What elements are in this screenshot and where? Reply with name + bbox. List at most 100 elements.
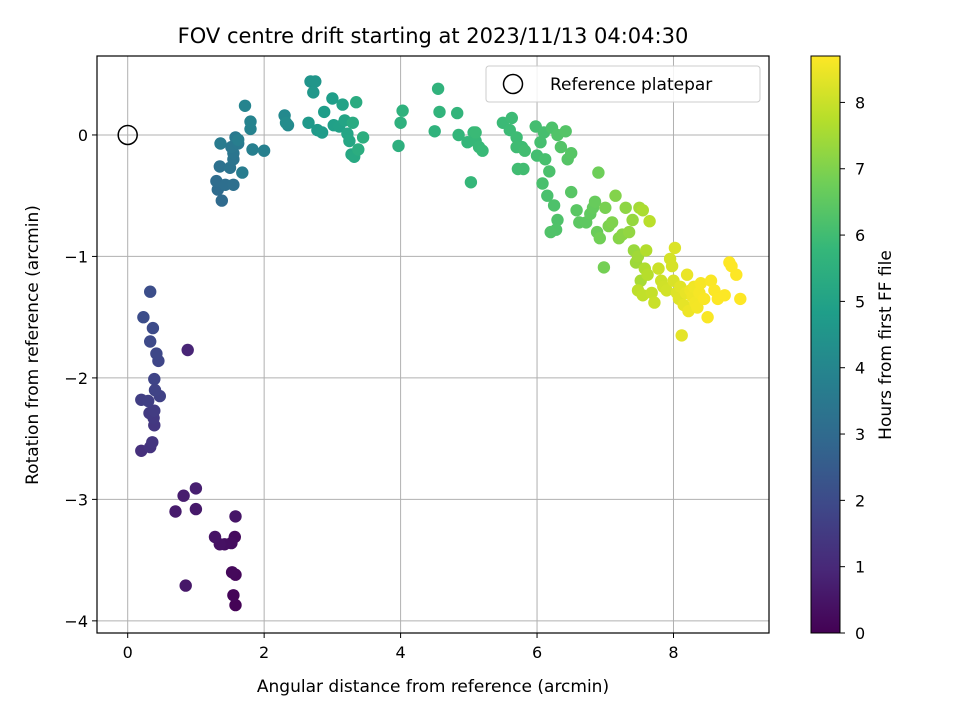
x-tick-label: 6 [532, 643, 542, 662]
data-point [350, 96, 363, 109]
data-point [626, 213, 639, 227]
colorbar-tick-label: 5 [855, 292, 865, 311]
data-point [177, 489, 190, 502]
data-point [433, 105, 446, 119]
data-point [137, 311, 150, 324]
data-point [609, 189, 622, 202]
data-point [225, 566, 239, 579]
data-point [148, 383, 162, 397]
data-point [431, 82, 445, 96]
data-point [469, 126, 482, 139]
colorbar-tick-label: 3 [855, 425, 865, 444]
data-point [146, 436, 159, 449]
data-point [451, 106, 464, 120]
y-tick-label: 0 [78, 126, 88, 145]
y-tick-label: −3 [64, 490, 88, 509]
data-point [704, 274, 718, 287]
data-point [396, 104, 409, 117]
data-point [668, 241, 682, 255]
data-point [694, 277, 707, 290]
data-point [541, 189, 554, 202]
colorbar-tick-label: 6 [855, 226, 865, 245]
data-point [346, 116, 359, 129]
data-point [142, 394, 155, 408]
colorbar-label: Hours from first FF file [876, 250, 896, 440]
y-tick-label: −2 [64, 369, 88, 388]
plot-area: 0 2 4 6 8 0 −1 −2 −3 −4 [64, 55, 770, 662]
data-point [619, 201, 632, 214]
data-point [551, 213, 564, 227]
data-point [660, 284, 673, 297]
data-point [179, 579, 192, 592]
data-point [554, 140, 568, 154]
x-tick-label: 4 [396, 643, 406, 662]
colorbar-tick-label: 8 [855, 93, 865, 112]
legend-box [485, 65, 761, 103]
colorbar-tick-label: 4 [855, 359, 865, 378]
legend-marker-reference [502, 73, 524, 95]
x-axis-label: Angular distance from reference (arcmin) [257, 677, 609, 697]
data-point [597, 261, 611, 274]
data-point [229, 598, 242, 612]
data-point [309, 75, 322, 88]
data-point [246, 143, 259, 156]
data-point [565, 185, 578, 199]
data-point [214, 137, 227, 150]
legend-label-reference: Reference platepar [550, 75, 712, 95]
y-tick-label: −1 [64, 247, 88, 266]
data-point [257, 144, 271, 157]
data-point [643, 215, 656, 228]
data-point [543, 165, 556, 178]
colorbar-tick-label: 2 [855, 491, 865, 510]
data-point [169, 505, 182, 518]
data-point [476, 144, 489, 157]
colorbar-tick-label: 0 [855, 624, 865, 643]
data-point [565, 147, 578, 160]
data-point [302, 116, 315, 129]
y-axis-label: Rotation from reference (arcmin) [23, 205, 43, 485]
data-point [236, 166, 249, 179]
data-point [208, 530, 222, 544]
data-point [641, 268, 654, 281]
data-point [593, 232, 606, 245]
data-point [464, 176, 478, 189]
x-tick-label: 2 [259, 643, 269, 662]
data-point [356, 131, 370, 144]
data-point [213, 160, 226, 173]
data-point [539, 153, 552, 166]
y-tick-label: −4 [64, 612, 88, 631]
data-point [645, 286, 658, 300]
colorbar-gradient [810, 55, 841, 634]
data-point [394, 116, 407, 129]
colorbar-tick-label: 1 [855, 558, 865, 577]
data-point [326, 92, 339, 105]
data-point [559, 125, 572, 138]
data-point [229, 510, 242, 523]
data-point [189, 502, 203, 516]
data-point [232, 133, 245, 146]
data-point [570, 204, 583, 217]
data-point [518, 144, 531, 157]
x-tick-label: 8 [668, 643, 678, 662]
data-point [534, 136, 547, 149]
data-point [652, 262, 665, 275]
data-point [148, 404, 161, 417]
data-point [392, 139, 405, 153]
data-point [622, 225, 636, 239]
chart-title: FOV centre drift starting at 2023/11/13 … [178, 24, 689, 48]
data-point [144, 335, 157, 348]
data-point [352, 143, 365, 156]
data-point [536, 177, 549, 190]
data-point [547, 199, 561, 212]
axes-frame [96, 55, 770, 634]
data-point [189, 482, 203, 495]
data-point [599, 201, 612, 214]
legend: Reference platepar [485, 65, 761, 103]
data-point [734, 292, 747, 306]
data-point [336, 98, 349, 111]
data-point [146, 321, 160, 335]
data-point [665, 259, 679, 273]
data-point [238, 99, 252, 113]
data-point [718, 289, 731, 302]
